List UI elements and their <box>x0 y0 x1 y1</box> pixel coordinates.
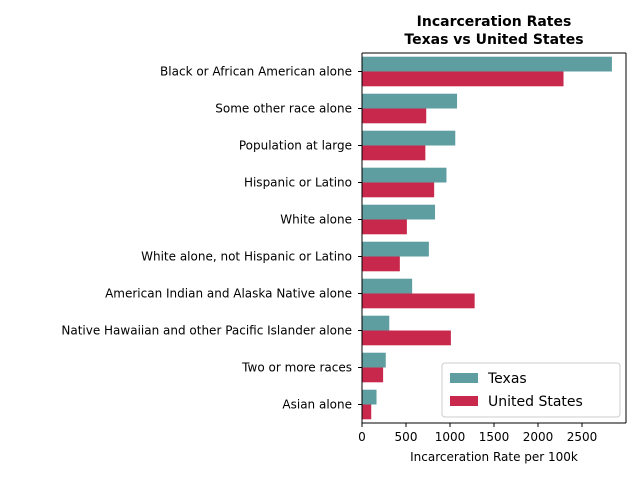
x-tick-label: 2000 <box>523 430 554 444</box>
bar-texas-7 <box>362 316 389 331</box>
legend-label-united-states: United States <box>488 394 583 410</box>
chart-title-line-1: Incarceration Rates <box>417 14 572 30</box>
bar-united-states-7 <box>362 331 451 346</box>
category-label: White alone, not Hispanic or Latino <box>141 250 352 264</box>
x-axis-ticks: 0 500 1000 1500 2000 2500 <box>358 423 597 444</box>
category-label: Some other race alone <box>215 102 352 116</box>
category-label: Hispanic or Latino <box>244 176 352 190</box>
bar-texas-2 <box>362 131 455 146</box>
x-tick-label: 500 <box>395 430 418 444</box>
bar-united-states-5 <box>362 257 400 272</box>
bar-texas-8 <box>362 353 386 368</box>
category-label: Black or African American alone <box>160 65 352 79</box>
category-label: White alone <box>280 213 352 227</box>
legend-swatch-united-states <box>450 396 478 406</box>
x-tick-label: 1000 <box>435 430 466 444</box>
bar-united-states-0 <box>362 72 564 87</box>
bar-texas-1 <box>362 94 457 109</box>
chart-title: Incarceration Rates Texas vs United Stat… <box>404 14 583 48</box>
category-label: Two or more races <box>241 361 352 375</box>
bar-texas-3 <box>362 168 446 183</box>
bar-texas-9 <box>362 390 377 405</box>
legend: Texas United States <box>442 363 620 417</box>
bar-united-states-4 <box>362 220 407 235</box>
chart-title-line-2: Texas vs United States <box>404 32 583 48</box>
x-tick-label: 1500 <box>479 430 510 444</box>
category-labels: Black or African American alone Some othe… <box>61 65 362 412</box>
bar-united-states-9 <box>362 405 371 420</box>
bar-united-states-6 <box>362 294 475 309</box>
bar-united-states-3 <box>362 183 434 198</box>
bar-united-states-1 <box>362 109 426 124</box>
bar-texas-6 <box>362 279 412 294</box>
bar-texas-4 <box>362 205 435 220</box>
bar-texas-5 <box>362 242 429 257</box>
x-tick-label: 0 <box>358 430 366 444</box>
category-label: American Indian and Alaska Native alone <box>105 287 352 301</box>
category-label: Asian alone <box>282 398 352 412</box>
category-label: Native Hawaiian and other Pacific Island… <box>61 324 352 338</box>
bar-united-states-8 <box>362 368 383 383</box>
bar-texas-0 <box>362 57 612 72</box>
x-tick-label: 2500 <box>567 430 598 444</box>
legend-swatch-texas <box>450 373 478 383</box>
legend-label-texas: Texas <box>487 371 527 387</box>
category-label: Population at large <box>239 139 352 153</box>
bar-united-states-2 <box>362 146 425 161</box>
x-axis-label: Incarceration Rate per 100k <box>410 450 578 464</box>
